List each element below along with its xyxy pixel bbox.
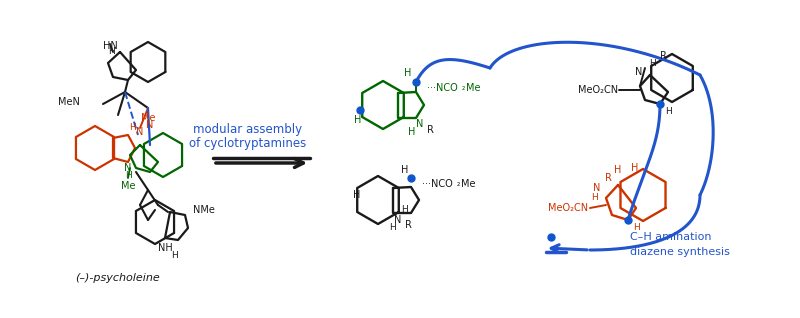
Text: R: R [405,220,411,230]
Text: H: H [592,193,598,203]
Text: H: H [614,165,622,175]
Text: R: R [426,125,434,135]
Text: diazene synthesis: diazene synthesis [630,247,730,257]
Text: H: H [125,171,131,181]
Text: ···NCO: ···NCO [427,83,458,93]
Text: N: N [416,119,424,129]
Text: H: H [665,107,671,116]
Text: H: H [404,68,412,78]
Text: MeO₂CN: MeO₂CN [548,203,588,213]
Text: R: R [605,173,611,183]
Text: H: H [631,163,638,173]
Text: H: H [354,190,361,200]
Text: H: H [108,47,115,57]
Text: N: N [394,215,402,225]
Text: modular assembly: modular assembly [194,123,302,136]
Text: H: H [129,123,135,133]
Text: MeN: MeN [58,97,80,107]
Text: R: R [659,51,666,61]
Text: ₂: ₂ [462,84,466,93]
Text: H: H [172,251,178,259]
Text: Me: Me [466,83,481,93]
Text: H: H [389,224,395,232]
Text: HN: HN [102,41,118,51]
Text: MeO₂CN: MeO₂CN [578,85,618,95]
Text: (–)-psycholeine: (–)-psycholeine [76,273,160,283]
Text: H: H [402,165,409,175]
Text: N: N [124,163,132,173]
Text: ···NCO: ···NCO [422,179,453,189]
Text: H: H [354,115,362,125]
Text: H: H [402,205,408,215]
Text: H: H [408,127,416,137]
Text: N: N [593,183,600,193]
Text: N: N [146,120,154,130]
Text: H: H [649,59,655,67]
Text: C–H amination: C–H amination [630,232,711,242]
Text: ₂: ₂ [457,179,460,189]
Text: H: H [633,224,639,232]
Text: N: N [634,67,642,77]
Text: NMe: NMe [193,205,215,215]
Text: of cyclotryptamines: of cyclotryptamines [190,137,306,150]
Text: N: N [136,127,144,137]
Text: NH: NH [158,243,172,253]
Text: Me: Me [461,179,475,189]
Text: Me: Me [121,181,135,191]
Text: Me: Me [141,113,155,123]
